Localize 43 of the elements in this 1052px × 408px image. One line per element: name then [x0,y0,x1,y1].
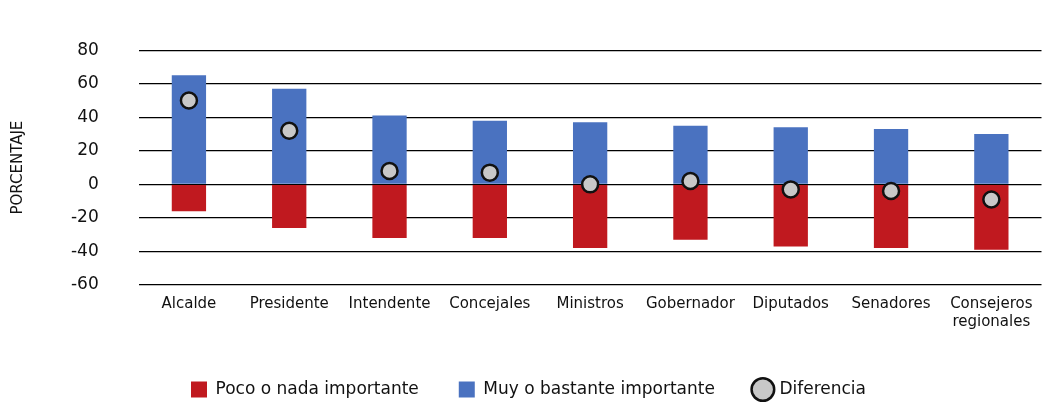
x-tick-label: Concejales [449,293,531,312]
bar [572,184,608,249]
point [881,181,901,201]
point [380,161,399,181]
y-axis-title: PORCENTAJE [7,120,26,215]
x-tick-label: Consejeros regionales [950,293,1033,330]
legend-label: Muy o bastante importante [483,377,715,398]
bar [974,134,1009,184]
x-tick-label: Gobernador [645,293,736,312]
y-tick-label: 20 [77,139,99,160]
bar [873,129,909,184]
point [480,163,500,182]
bar [372,184,407,239]
x-tick-label: Alcalde [161,293,217,312]
bar [673,125,708,184]
bar [171,75,207,184]
y-tick-label: -60 [70,273,99,294]
bar [673,184,708,240]
y-tick-label: -40 [70,239,99,260]
point [781,180,800,199]
bar [572,122,608,184]
point [580,175,600,194]
x-tick-label: Diputados [752,293,830,312]
point [982,190,1001,209]
point [681,171,700,191]
x-tick-label: Intendente [348,293,431,312]
bar [171,184,207,212]
point [279,121,299,140]
y-tick-label: 0 [87,172,99,193]
x-tick-label: Senadores [851,293,931,312]
legend-label: Poco o nada importante [215,377,419,398]
bar [272,184,307,228]
bar [272,88,307,184]
bar [773,127,808,184]
y-tick-label: 80 [77,38,99,59]
legend-label: Diferencia [779,377,866,398]
x-tick-label: Presidente [249,293,329,312]
y-tick-label: 40 [77,105,99,126]
point [179,91,199,110]
y-tick-label: 60 [77,72,99,93]
bar [472,184,507,239]
x-tick-label: Ministros [556,293,624,312]
y-tick-label: -20 [70,206,99,227]
